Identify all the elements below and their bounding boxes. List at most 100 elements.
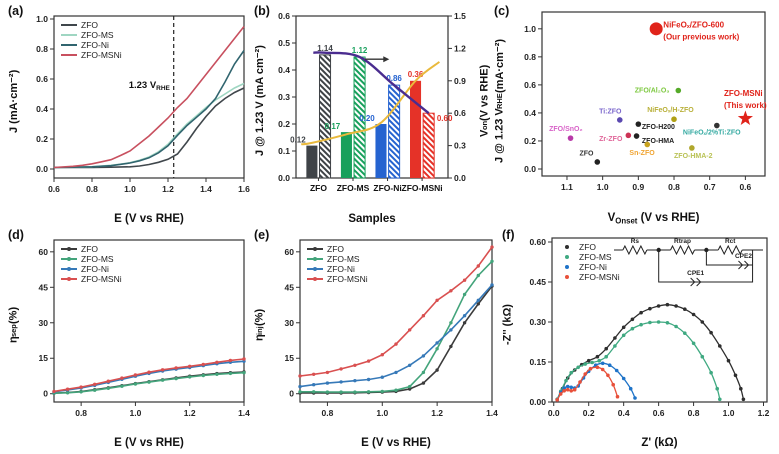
data-point xyxy=(674,304,678,308)
legend-swatch-line-icon xyxy=(61,31,77,39)
data-point xyxy=(312,390,316,394)
data-point xyxy=(65,387,70,391)
data-point xyxy=(325,381,330,385)
data-point xyxy=(298,374,302,378)
y-tick-label: 0.0 xyxy=(36,164,48,174)
y-tick-label: 0.4 xyxy=(524,108,536,118)
series-line xyxy=(300,285,493,394)
data-point xyxy=(564,378,568,383)
data-point xyxy=(715,386,719,391)
panel-b-plot-area: 0.0 0.1 0.2 0.3 0.4 0.5 0.6 0.0 0.3 0.6 0.9 1.2 1.5 Z… xyxy=(278,11,466,193)
data-point xyxy=(635,121,642,127)
data-point xyxy=(228,358,233,363)
x-tick-label: 0.9 xyxy=(632,182,644,192)
y-tick-label: 15 xyxy=(285,353,295,363)
legend-swatch-linedot-icon xyxy=(61,265,77,273)
legend-swatch-dot-icon xyxy=(559,243,575,251)
data-point xyxy=(639,310,643,315)
x-tick-label: 0.8 xyxy=(688,408,700,418)
data-point xyxy=(689,145,695,151)
label-segment: (V vs RHE) xyxy=(478,64,491,121)
y-tick-label: 45 xyxy=(39,282,49,292)
data-point xyxy=(700,354,705,359)
data-point xyxy=(630,317,635,322)
data-point xyxy=(160,378,165,382)
y-tick-label: 0.2 xyxy=(278,119,290,129)
data-point xyxy=(691,312,696,317)
label-segment: sep xyxy=(9,323,18,337)
data-point xyxy=(408,384,412,389)
data-point xyxy=(613,336,617,340)
point-sublabel: (Our previous work) xyxy=(663,32,739,41)
x-tick-label: 1.0 xyxy=(130,408,142,418)
label-segment: E (V vs RHE) xyxy=(114,437,184,449)
y-tick-label: 0.6 xyxy=(36,74,48,84)
data-point xyxy=(648,320,652,325)
x-tick-label: 0.6 xyxy=(653,408,665,418)
legend-item: ZFO xyxy=(559,242,620,252)
svg-text:CPE2: CPE2 xyxy=(735,253,752,260)
legend-label: ZFO-Ni xyxy=(81,40,109,50)
data-point xyxy=(555,398,559,402)
data-point xyxy=(435,368,439,372)
x-tick-label: 1.2 xyxy=(162,184,174,194)
data-point xyxy=(215,372,219,376)
data-point xyxy=(621,325,626,330)
label-segment: E (V vs RHE) xyxy=(361,437,431,449)
legend-label: ZFO xyxy=(81,20,98,30)
legend-swatch-linedot-icon xyxy=(307,255,323,263)
legend-item: ZFO-MS xyxy=(61,254,122,264)
legend-label: ZFO-Ni xyxy=(579,262,607,272)
y2-tick-label: 0.6 xyxy=(454,108,466,118)
data-point xyxy=(449,321,453,325)
label-segment: (mA·cm⁻²) xyxy=(494,38,506,93)
data-point xyxy=(490,245,494,249)
bar-value-label: 0.17 xyxy=(325,122,341,131)
y-tick-label: 0.5 xyxy=(278,38,290,48)
y2-tick-label: 0.0 xyxy=(454,173,466,183)
y-tick-label: 0.1 xyxy=(278,146,290,156)
plot-frame xyxy=(541,11,766,177)
panel-b-tag: (b) xyxy=(254,4,270,18)
y-tick-label: 0.2 xyxy=(36,134,48,144)
data-point xyxy=(588,366,593,371)
point-label: NiFeOₓ/H-ZFO xyxy=(647,107,694,114)
data-point xyxy=(565,384,570,389)
y2-tick-label: 0.3 xyxy=(454,141,466,151)
y-tick-label: 0.2 xyxy=(524,136,536,146)
data-point xyxy=(435,298,439,302)
data-point xyxy=(339,380,343,384)
data-point xyxy=(380,389,384,394)
point-label: ZFO-H200 xyxy=(642,124,675,131)
point-label: ZFO/SnO₂ xyxy=(549,126,582,133)
data-point xyxy=(394,370,398,375)
panel-d-x-axis-label: E (V vs RHE) xyxy=(54,437,244,449)
series-line xyxy=(53,82,245,169)
data-point xyxy=(380,353,384,357)
data-point xyxy=(604,354,608,359)
data-point xyxy=(562,389,566,393)
data-point xyxy=(733,373,738,378)
bar-value-label: 0.12 xyxy=(290,136,306,145)
panel-f-x-axis-label: Z' (kΩ) xyxy=(552,437,767,449)
panel-f-tag: (f) xyxy=(502,228,515,242)
data-point xyxy=(421,314,426,318)
label-segment: η xyxy=(253,334,266,342)
svg-text:Rtrap: Rtrap xyxy=(674,238,691,245)
bar-value-label: 0.60 xyxy=(437,114,453,123)
label-segment: RHE xyxy=(495,92,504,109)
data-point xyxy=(665,321,670,325)
label-segment: V xyxy=(607,211,616,224)
data-point xyxy=(106,379,111,383)
data-point xyxy=(600,367,605,372)
legend-swatch-linedot-icon xyxy=(307,275,323,283)
point-label: NiFeOₓ/ZFO-600 xyxy=(663,20,724,29)
legend-label: ZFO-MS xyxy=(579,252,612,262)
data-point xyxy=(160,368,165,372)
data-point xyxy=(476,302,480,306)
x-tick-label: 1.1 xyxy=(561,182,573,192)
data-point xyxy=(366,390,371,394)
data-point xyxy=(201,362,205,367)
x-tick-label: 1.2 xyxy=(184,408,196,418)
